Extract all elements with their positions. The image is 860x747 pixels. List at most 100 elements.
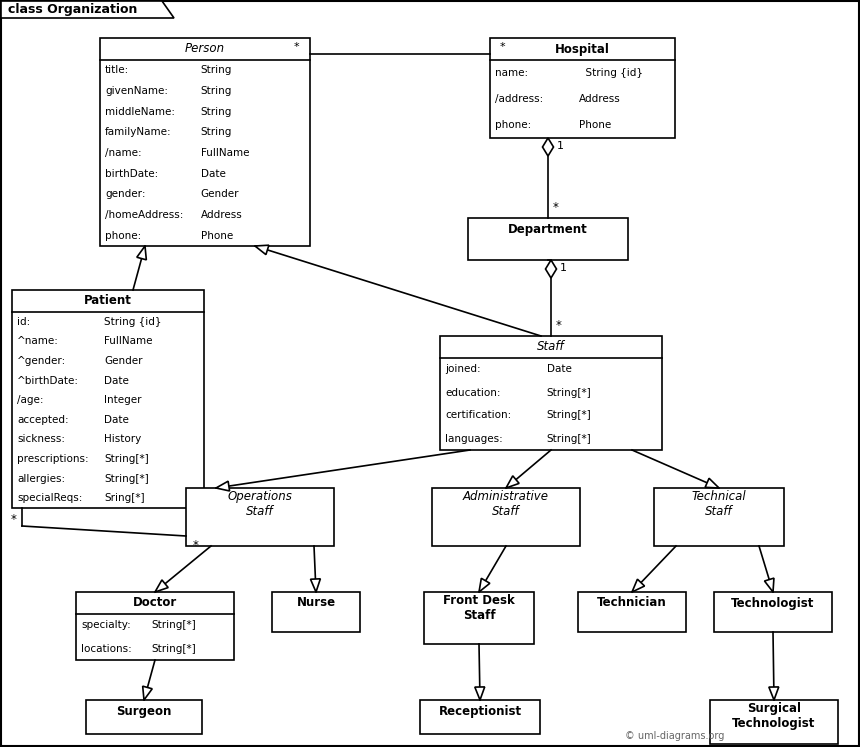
Text: name:: name: [495, 68, 528, 78]
Text: prescriptions:: prescriptions: [17, 454, 89, 464]
Bar [424, 592, 534, 644]
Text: Date: Date [547, 365, 571, 374]
Polygon shape [216, 481, 230, 491]
Bar [714, 592, 832, 632]
Bar [86, 700, 202, 734]
Bar [654, 488, 784, 546]
Text: *: * [553, 202, 559, 214]
Text: Sring[*]: Sring[*] [104, 493, 144, 503]
Bar [76, 592, 234, 660]
Text: education:: education: [445, 388, 501, 397]
Text: Hospital: Hospital [555, 43, 610, 55]
Text: id:: id: [17, 317, 30, 326]
Text: joined:: joined: [445, 365, 481, 374]
Polygon shape [155, 580, 169, 592]
Text: Address: Address [579, 94, 621, 104]
Polygon shape [143, 686, 152, 700]
Polygon shape [545, 260, 556, 278]
Text: String {id}: String {id} [104, 317, 162, 326]
Polygon shape [632, 579, 644, 592]
Bar [272, 592, 360, 632]
Text: class Organization: class Organization [8, 4, 138, 16]
Text: String[*]: String[*] [152, 621, 197, 630]
Text: Phone: Phone [200, 231, 233, 241]
Text: Gender: Gender [104, 356, 143, 366]
Text: Front Desk
Staff: Front Desk Staff [443, 594, 515, 622]
Text: Operations
Staff: Operations Staff [228, 490, 292, 518]
Polygon shape [310, 579, 321, 592]
Bar [12, 290, 204, 508]
Text: Department: Department [508, 223, 588, 235]
Polygon shape [1, 1, 174, 18]
Text: Patient: Patient [84, 294, 132, 308]
Bar [432, 488, 580, 546]
Text: FullName: FullName [104, 336, 153, 347]
Text: /homeAddress:: /homeAddress: [105, 210, 183, 220]
Text: title:: title: [105, 65, 129, 75]
Bar [440, 336, 662, 450]
Text: 1: 1 [556, 141, 563, 151]
Text: *: * [499, 42, 505, 52]
Text: Staff: Staff [538, 341, 565, 353]
Text: allergies:: allergies: [17, 474, 65, 483]
Text: String[*]: String[*] [547, 411, 592, 421]
Polygon shape [543, 138, 554, 156]
Polygon shape [769, 687, 779, 700]
Text: String: String [200, 65, 232, 75]
Bar [490, 38, 675, 138]
Text: Surgeon: Surgeon [116, 704, 172, 718]
Text: phone:: phone: [105, 231, 141, 241]
Text: phone:: phone: [495, 120, 531, 130]
Text: Person: Person [185, 43, 225, 55]
Text: Date: Date [104, 376, 129, 385]
Text: String[*]: String[*] [104, 454, 149, 464]
Text: *: * [11, 513, 17, 527]
Text: Receptionist: Receptionist [439, 704, 521, 718]
Bar [578, 592, 686, 632]
Text: String: String [200, 86, 232, 96]
Text: Date: Date [200, 169, 225, 179]
Text: ^gender:: ^gender: [17, 356, 66, 366]
Text: Integer: Integer [104, 395, 142, 405]
Polygon shape [255, 245, 269, 255]
Text: String[*]: String[*] [547, 433, 592, 444]
Text: Gender: Gender [200, 189, 239, 199]
Text: *: * [556, 320, 562, 332]
Text: String {id}: String {id} [579, 68, 642, 78]
Bar [186, 488, 334, 546]
Text: languages:: languages: [445, 433, 503, 444]
Polygon shape [479, 578, 490, 592]
Text: History: History [104, 435, 141, 444]
Text: String[*]: String[*] [547, 388, 592, 397]
Text: specialReqs:: specialReqs: [17, 493, 83, 503]
Bar [468, 218, 628, 260]
Text: *: * [293, 42, 298, 52]
Text: ^birthDate:: ^birthDate: [17, 376, 79, 385]
Text: Address: Address [200, 210, 243, 220]
Text: /name:: /name: [105, 148, 142, 158]
Text: sickness:: sickness: [17, 435, 65, 444]
Text: String[*]: String[*] [104, 474, 149, 483]
Text: *: * [193, 539, 199, 553]
Polygon shape [475, 687, 485, 700]
Text: locations:: locations: [81, 643, 132, 654]
Text: birthDate:: birthDate: [105, 169, 158, 179]
Text: © uml-diagrams.org: © uml-diagrams.org [625, 731, 724, 741]
Text: specialty:: specialty: [81, 621, 131, 630]
Text: gender:: gender: [105, 189, 145, 199]
Text: Nurse: Nurse [297, 597, 335, 610]
Text: 1: 1 [560, 263, 567, 273]
Polygon shape [137, 246, 146, 260]
Bar [100, 38, 310, 246]
Text: ^name:: ^name: [17, 336, 58, 347]
Text: String: String [200, 127, 232, 137]
Text: Phone: Phone [579, 120, 611, 130]
Text: FullName: FullName [200, 148, 249, 158]
Text: familyName:: familyName: [105, 127, 172, 137]
Text: /address:: /address: [495, 94, 544, 104]
Text: Technician: Technician [597, 597, 666, 610]
Bar [420, 700, 540, 734]
Polygon shape [506, 476, 519, 488]
Text: String[*]: String[*] [152, 643, 197, 654]
Text: Surgical
Technologist: Surgical Technologist [733, 702, 815, 730]
